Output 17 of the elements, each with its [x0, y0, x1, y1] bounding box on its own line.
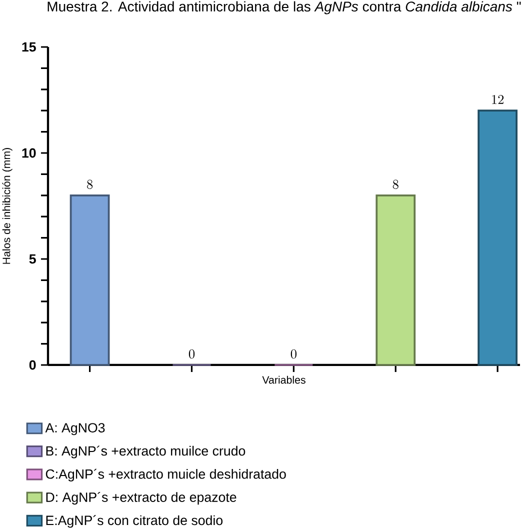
y-tick-label: 0: [29, 360, 36, 370]
y-tick-label: 15: [22, 42, 36, 52]
y-tick-label: 5: [29, 254, 36, 264]
data-label: 0: [290, 349, 296, 359]
legend-label: D: AgNP´s +extracto de epazote: [46, 492, 236, 505]
y-axis-title: Halos de inhibición (mm): [2, 148, 12, 264]
x-axis-title: Variables: [262, 376, 306, 384]
data-label: 0: [188, 349, 195, 359]
y-tick-label: 10: [22, 148, 36, 158]
data-label: 8: [392, 180, 398, 189]
legend-label: A: AgNO3: [45, 423, 105, 436]
data-label: 12: [492, 95, 504, 104]
legend-label: C:AgNP´s +extracto muicle deshidratado: [46, 468, 286, 482]
legend-label: E:AgNP´s con citrato de sodio: [46, 515, 223, 528]
chart-title: Muestra 2. Actividad antimicrobiana de las AgNPs contra Candida albicans ": [48, 1, 521, 14]
legend-label: B: AgNP´s +extracto muilce crudo: [46, 446, 246, 458]
data-label: 8: [87, 180, 93, 189]
